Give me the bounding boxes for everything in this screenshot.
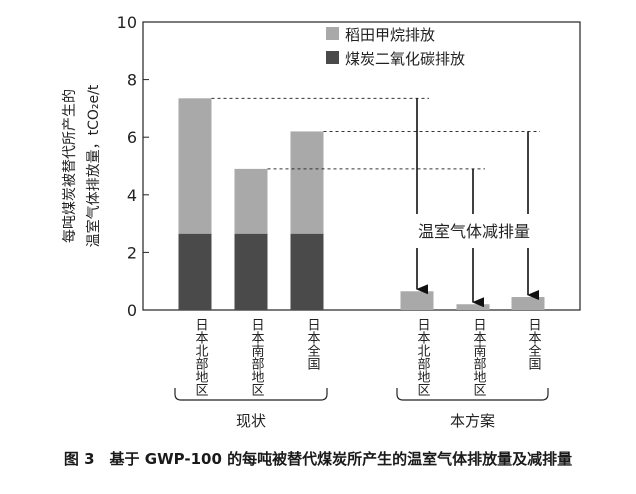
- x-tick-label: 日本全国: [305, 318, 321, 370]
- bar-segment-rice-methane: [290, 131, 324, 234]
- x-tick-label: 日本南部地区: [471, 318, 487, 396]
- y-axis-title-line1: 每吨煤炭被替代所产生的: [62, 89, 78, 243]
- bar-segment-rice-methane: [178, 98, 212, 234]
- x-tick-label: 日本北部地区: [193, 318, 209, 396]
- legend-label: 稻田甲烷排放: [345, 26, 435, 44]
- x-tick-label: 日本南部地区: [249, 318, 265, 396]
- annotation-label: 温室气体减排量: [418, 222, 530, 241]
- figure-caption: 图 3 基于 GWP-100 的每吨被替代煤炭所产生的温室气体排放量及减排量: [63, 450, 573, 468]
- y-tick-label: 10: [117, 13, 137, 32]
- group-label: 现状: [236, 412, 266, 430]
- legend-swatch: [326, 51, 339, 64]
- x-tick-label: 日本北部地区: [415, 318, 431, 396]
- bar-segment-coal-co2: [234, 233, 268, 310]
- chart-svg: 0 2 4 6 8 10 每吨煤炭被替代所产生的 温室气体排放量，tCO₂e/t 温室气体减排量…: [62, 13, 581, 430]
- y-tick-label: 2: [127, 243, 137, 262]
- legend-swatch: [326, 27, 339, 40]
- bar-segment-rice-methane: [400, 291, 434, 310]
- y-tick-label: 8: [127, 71, 137, 90]
- annotation-bg: [409, 216, 539, 244]
- bar-segment-coal-co2: [178, 233, 212, 310]
- bar-segment-coal-co2: [290, 233, 324, 310]
- bar-segment-rice-methane: [456, 304, 490, 310]
- legend-label: 煤炭二氧化碳排放: [345, 50, 465, 68]
- y-tick-label: 0: [127, 301, 137, 320]
- y-axis-title-line2: 温室气体排放量，tCO₂e/t: [85, 84, 102, 247]
- plot-frame: [142, 21, 581, 311]
- bar-segment-rice-methane: [234, 168, 268, 234]
- group-bracket: [396, 388, 549, 401]
- group-label: 本方案: [450, 412, 495, 430]
- y-tick-label: 4: [127, 186, 137, 205]
- bar-segment-rice-methane: [511, 297, 545, 310]
- y-tick-label: 6: [127, 128, 137, 147]
- group-bracket: [174, 388, 328, 401]
- x-tick-label: 日本全国: [526, 318, 542, 370]
